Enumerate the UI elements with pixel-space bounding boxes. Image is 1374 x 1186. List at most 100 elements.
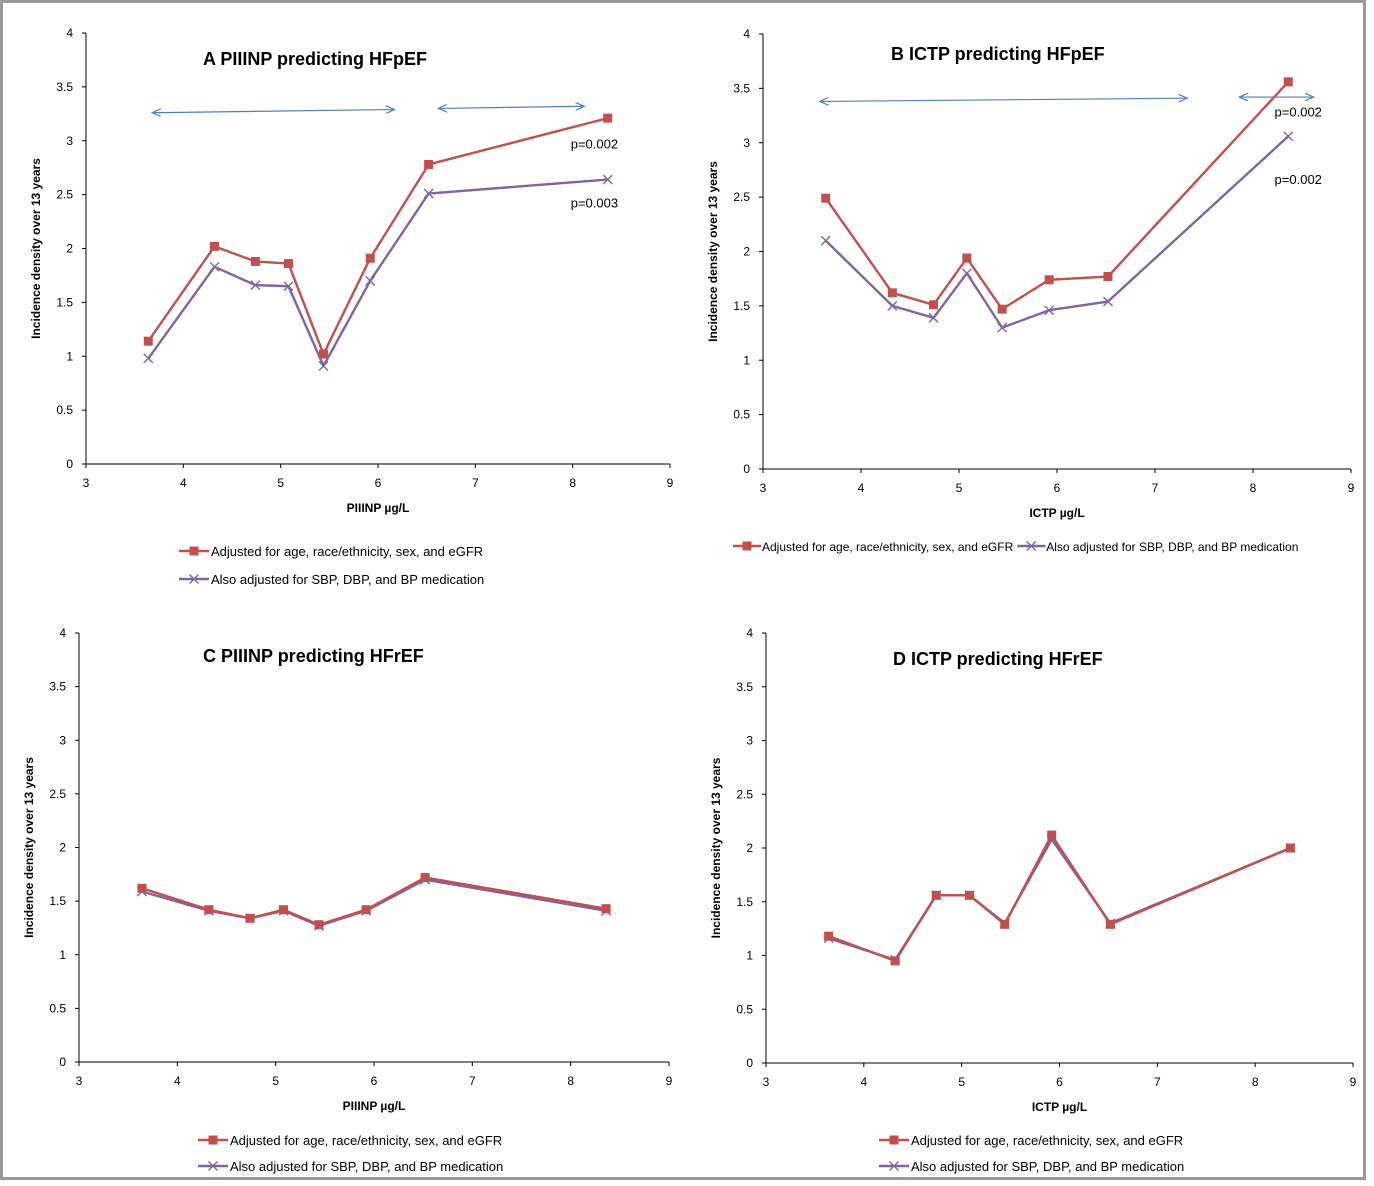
x-tick-label: 9	[1350, 1075, 1357, 1089]
legend-label-2: Also adjusted for SBP, DBP, and BP medic…	[911, 1159, 1184, 1174]
y-tick-label: 3.5	[56, 80, 73, 94]
range-arrow	[438, 106, 584, 108]
data-point	[361, 905, 371, 915]
data-point	[962, 253, 972, 263]
data-point	[890, 956, 900, 966]
y-tick-label: 3	[743, 136, 750, 150]
x-tick-label: 8	[1250, 481, 1257, 495]
data-point	[820, 235, 831, 246]
data-point	[928, 312, 939, 323]
x-tick-label: 7	[472, 476, 479, 490]
y-tick-label: 0	[66, 457, 73, 471]
y-tick-label: 1	[746, 949, 753, 963]
data-point	[250, 280, 261, 291]
legend-label-1: Adjusted for age, race/ethnicity, sex, a…	[762, 540, 1014, 554]
data-point	[821, 193, 831, 203]
data-point	[997, 304, 1007, 314]
data-point	[420, 873, 430, 883]
y-tick-label: 3	[746, 734, 753, 748]
y-tick-label: 2	[743, 245, 750, 259]
data-point	[143, 336, 153, 346]
p-value-annotation: p=0.002	[1275, 105, 1322, 120]
legend-marker	[742, 541, 752, 551]
x-axis-title: PIIINP µg/L	[347, 501, 410, 515]
p-value-annotation: p=0.002	[571, 136, 618, 151]
range-arrow	[820, 98, 1187, 101]
data-point	[1103, 272, 1113, 282]
legend-label-2: Also adjusted for SBP, DBP, and BP medic…	[1046, 540, 1298, 554]
data-point	[964, 890, 974, 900]
data-point	[824, 931, 834, 941]
series-line-2	[828, 838, 1291, 961]
x-axis-title: ICTP µg/L	[1032, 1100, 1087, 1114]
chart-title: A PIIINP predicting HFpEF	[203, 49, 427, 69]
y-tick-label: 4	[59, 626, 66, 640]
x-tick-label: 8	[1252, 1075, 1259, 1089]
y-tick-label: 1	[59, 948, 66, 962]
legend-marker	[889, 1135, 899, 1145]
data-point	[1105, 919, 1115, 929]
x-tick-label: 6	[371, 1074, 378, 1088]
data-point	[250, 256, 260, 266]
series-line-1	[147, 116, 609, 356]
x-tick-label: 5	[958, 1075, 965, 1089]
y-tick-label: 2.5	[736, 787, 753, 801]
data-point	[1000, 919, 1010, 929]
y-tick-label: 3	[59, 733, 66, 747]
data-point	[997, 322, 1008, 333]
data-point	[1044, 305, 1055, 316]
x-tick-label: 9	[1348, 481, 1355, 495]
data-point	[283, 281, 294, 292]
data-point	[143, 353, 154, 364]
x-tick-label: 3	[83, 476, 90, 490]
x-tick-label: 5	[272, 1074, 279, 1088]
y-axis-title: Incidence density over 13 years	[29, 158, 43, 339]
data-point	[931, 890, 941, 900]
legend-label-1: Adjusted for age, race/ethnicity, sex, a…	[911, 1133, 1183, 1148]
legend-marker	[208, 1135, 218, 1145]
y-tick-label: 4	[746, 626, 753, 640]
data-point	[245, 913, 255, 923]
data-point	[283, 259, 293, 269]
y-tick-label: 4	[743, 27, 750, 41]
data-point	[887, 288, 897, 298]
legend-marker	[1026, 541, 1037, 551]
x-tick-label: 3	[76, 1074, 83, 1088]
data-point	[209, 261, 220, 272]
data-point	[603, 113, 613, 123]
y-tick-label: 2.5	[49, 787, 66, 801]
x-tick-label: 7	[469, 1074, 476, 1088]
x-tick-label: 5	[956, 481, 963, 495]
data-point	[137, 883, 147, 893]
legend-marker	[189, 546, 199, 556]
y-tick-label: 3	[66, 134, 73, 148]
data-point	[314, 920, 324, 930]
y-tick-label: 1.5	[733, 299, 750, 313]
data-point	[318, 349, 328, 359]
y-tick-label: 4	[66, 26, 73, 40]
y-tick-label: 1.5	[56, 295, 73, 309]
y-tick-label: 0	[743, 462, 750, 476]
chart-panel-d: 0 0.5 1 1.5 2 2.5 3 3.5 4 3 4 5 6 7 8 9 ICTP µg/L Inciden…	[709, 626, 1357, 1174]
series-line-2	[147, 178, 608, 368]
data-point	[1285, 843, 1295, 853]
x-tick-label: 4	[174, 1074, 181, 1088]
series-line-1	[824, 81, 1290, 311]
legend-label-2: Also adjusted for SBP, DBP, and BP medic…	[211, 572, 484, 587]
x-axis-title: PIIINP µg/L	[343, 1099, 406, 1113]
x-tick-label: 6	[375, 476, 382, 490]
data-point	[1283, 131, 1294, 142]
data-point	[365, 275, 376, 286]
x-tick-label: 5	[277, 476, 284, 490]
x-tick-label: 7	[1154, 1075, 1161, 1089]
y-tick-label: 2	[66, 242, 73, 256]
x-tick-label: 4	[180, 476, 187, 490]
range-arrow	[152, 110, 394, 113]
chart-title: D ICTP predicting HFrEF	[893, 649, 1103, 669]
legend-marker	[189, 574, 199, 584]
y-tick-label: 1	[66, 349, 73, 363]
legend-marker	[208, 1161, 218, 1171]
y-tick-label: 2.5	[56, 188, 73, 202]
data-point	[1044, 275, 1054, 285]
y-tick-label: 2	[746, 841, 753, 855]
